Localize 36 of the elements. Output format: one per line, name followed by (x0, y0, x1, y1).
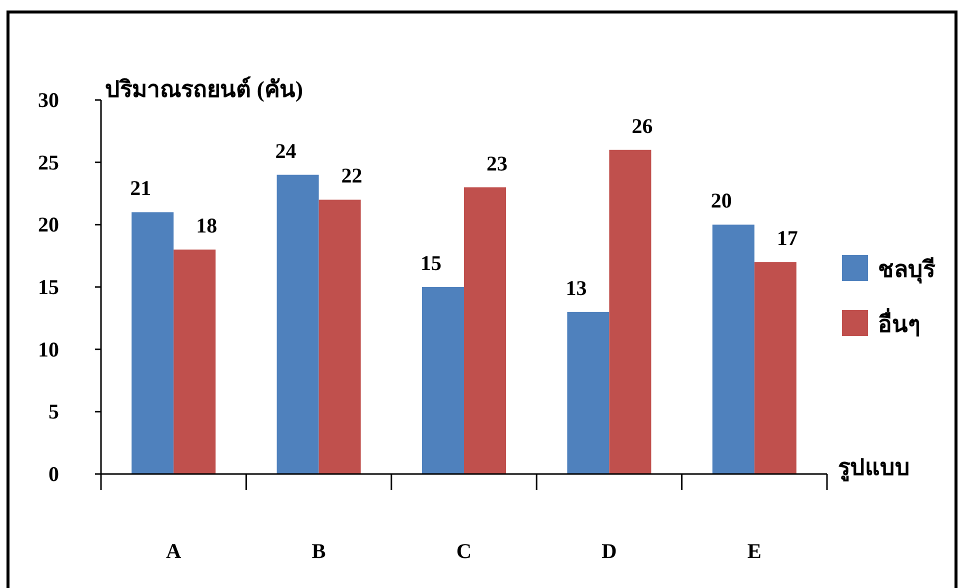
x-axis-title: รูปแบบ (838, 455, 910, 482)
y-tick-label: 15 (38, 275, 59, 299)
data-label: 18 (196, 214, 218, 238)
data-label: 23 (486, 151, 508, 176)
bar (276, 174, 319, 474)
data-label: 15 (420, 251, 442, 275)
data-label: 24 (275, 138, 297, 163)
data-label: 26 (632, 114, 653, 138)
bar (567, 312, 610, 474)
y-tick-label: 0 (48, 462, 59, 486)
bar (132, 212, 174, 474)
y-tick-label: 25 (38, 150, 59, 174)
bar (318, 200, 361, 474)
y-axis-title: ปริมาณรถยนต์ (คัน) (105, 76, 304, 102)
x-tick-label: D (602, 539, 617, 563)
data-label: 20 (710, 188, 732, 213)
bar (712, 224, 754, 474)
y-tick-label: 20 (38, 212, 59, 237)
y-tick-label: 30 (38, 88, 59, 112)
data-label: 13 (566, 276, 587, 300)
bar (754, 262, 796, 474)
x-tick-label: E (747, 539, 762, 563)
x-tick-label: B (312, 539, 326, 563)
y-tick-label: 5 (48, 400, 59, 424)
bar (422, 287, 464, 474)
y-tick-label: 10 (38, 337, 59, 362)
bar (464, 187, 506, 474)
x-tick-label: A (166, 539, 182, 563)
data-label: 21 (130, 176, 152, 200)
x-tick-label: C (456, 539, 472, 563)
data-label: 22 (341, 164, 362, 188)
bar (609, 150, 652, 474)
data-label: 17 (776, 226, 798, 250)
legend-label: อื่นๆ (878, 307, 920, 337)
bar (174, 250, 216, 474)
legend-label: ชลบุรี (878, 257, 936, 284)
